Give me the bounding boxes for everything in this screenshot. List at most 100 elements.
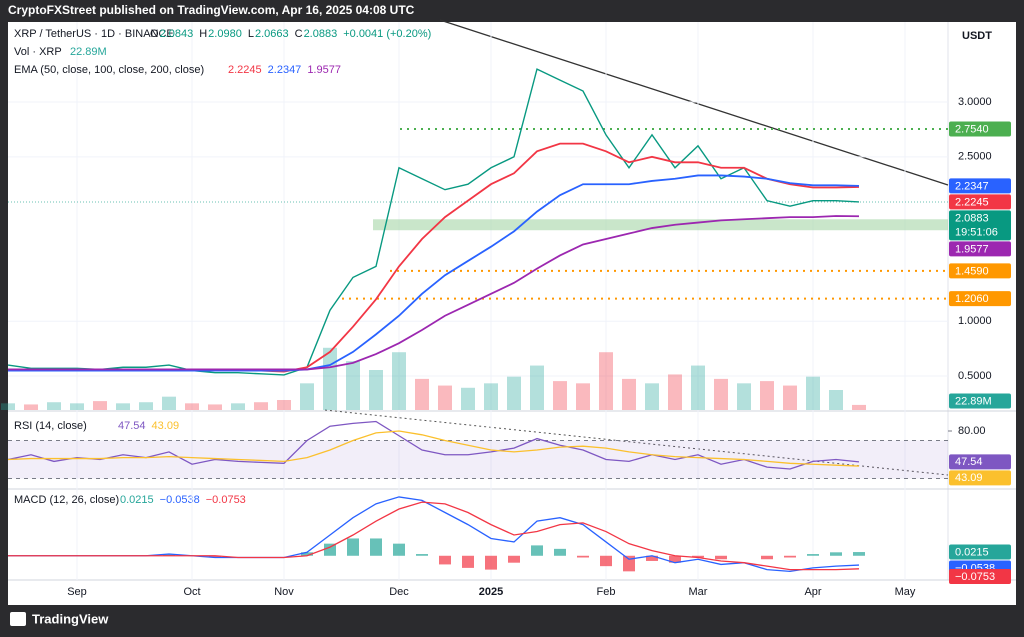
price-tag: [949, 569, 1011, 584]
volume-bar: [185, 403, 199, 410]
price-tag: [949, 291, 1011, 307]
ohlc-key: C: [295, 28, 303, 40]
price-tag-label: −0.0753: [955, 571, 995, 583]
macd-histogram-bar: [830, 552, 842, 556]
macd-histogram-bar: [715, 555, 727, 560]
macd-histogram-bar: [163, 554, 175, 556]
price-tag: [949, 241, 1011, 257]
rsi-band: [8, 440, 948, 479]
macd-histogram-bar: [347, 538, 359, 556]
volume-bar: [415, 378, 429, 410]
ohlc-value: 2.0883: [304, 28, 338, 40]
macd-histogram-bar: [439, 555, 451, 565]
macd-histogram-bar: [485, 555, 497, 570]
volume-bar: [599, 352, 613, 410]
volume-bar: [622, 378, 636, 410]
y-tick-label: 2.5000: [958, 151, 992, 163]
y-tick-label: 3.0000: [958, 96, 992, 108]
ema-value: 1.9577: [307, 64, 341, 76]
macd-histogram-bar: [669, 555, 681, 563]
volume-bar: [645, 383, 659, 410]
macd-title: MACD (12, 26, close): [14, 494, 119, 506]
volume-bar: [668, 374, 682, 410]
rsi-line: [7, 430, 860, 467]
volume-bar: [438, 385, 452, 410]
volume-title: Vol · XRP: [14, 46, 62, 58]
volume-bar: [1, 403, 15, 410]
macd-histogram-bar: [324, 543, 336, 556]
ohlc-key: H: [199, 28, 207, 40]
ohlc-value: 2.0980: [208, 28, 242, 40]
currency: USDT: [962, 30, 992, 42]
ohlc-key: O: [150, 28, 159, 40]
volume-bar: [208, 404, 222, 410]
ohlc-value: 2.0663: [255, 28, 289, 40]
ema-value: 2.2347: [268, 64, 302, 76]
volume-bar: [323, 347, 337, 410]
rsi-trend-line: [324, 409, 949, 476]
macd-histogram-bar: [209, 555, 221, 558]
price-tag-label: 2.0883: [955, 212, 989, 224]
x-tick-label: 2025: [479, 586, 503, 598]
ohlc-value: 2.0843: [160, 28, 194, 40]
x-tick-label: Dec: [389, 586, 409, 598]
volume-bar: [829, 390, 843, 410]
price-tag-label: 43.09: [955, 472, 983, 484]
price-tag: [949, 393, 1011, 409]
volume-bar: [24, 404, 38, 410]
volume-bar: [346, 361, 360, 410]
price-tag: [949, 121, 1011, 137]
price-tag: [949, 194, 1011, 210]
price-tag: [949, 263, 1011, 279]
countdown: 19:51:06: [955, 226, 998, 238]
rsi-legend-value: 47.54: [118, 420, 146, 432]
volume-bar: [139, 402, 153, 410]
macd-histogram-bar: [577, 555, 589, 558]
macd-histogram-bar: [623, 555, 635, 572]
volume-bar: [116, 403, 130, 410]
price-tag-label: 2.7540: [955, 123, 989, 135]
ohlc-key: L: [248, 28, 254, 40]
macd-histogram-bar: [393, 543, 405, 556]
rsi-line: [7, 420, 860, 470]
macd-histogram-bar: [508, 555, 520, 563]
x-tick-label: Feb: [597, 586, 616, 598]
volume-bar: [553, 381, 567, 410]
volume-bar: [47, 402, 61, 410]
x-tick-label: Nov: [274, 586, 294, 598]
macd-line: [8, 501, 860, 571]
y-tick-label: 1.0000: [958, 315, 992, 327]
price-tag-label: 1.2060: [955, 293, 989, 305]
volume-bar: [231, 403, 245, 410]
price-tag: [949, 454, 1011, 470]
macd-histogram-bar: [853, 552, 865, 556]
x-tick-label: May: [895, 586, 916, 598]
symbol: XRP / TetherUS · 1D · BINANCE: [14, 28, 174, 40]
macd-histogram-bar: [416, 554, 428, 556]
price-tag-label: 2.2245: [955, 196, 989, 208]
macd-legend-value: −0.0538: [160, 494, 200, 506]
volume-bar: [530, 365, 544, 410]
volume-value: 22.89M: [70, 46, 107, 58]
volume-bar: [461, 387, 475, 410]
volume-bar: [369, 370, 383, 410]
macd-histogram-bar: [807, 554, 819, 556]
price-line-series: [7, 68, 860, 376]
price-tag-label: 1.9577: [955, 243, 989, 255]
price-tag-label: 1.4590: [955, 265, 989, 277]
ohlc-legend: O 2.0843 H 2.0980 L 2.0663 C 2.0883 +0.0041 (+0.…: [150, 28, 431, 76]
macd-histogram-bar: [301, 552, 313, 556]
volume-bar: [484, 383, 498, 410]
volume-bar: [70, 403, 84, 410]
rsi-title: RSI (14, close): [14, 420, 87, 432]
ema-line: [8, 215, 860, 371]
price-tag-label: 47.54: [955, 456, 983, 468]
volume-bar: [277, 400, 291, 410]
volume-bar: [783, 385, 797, 410]
x-tick-label: Sep: [67, 586, 87, 598]
support-zone: [373, 219, 948, 231]
x-tick-label: Mar: [689, 586, 708, 598]
macd-histogram-bar: [554, 548, 566, 556]
